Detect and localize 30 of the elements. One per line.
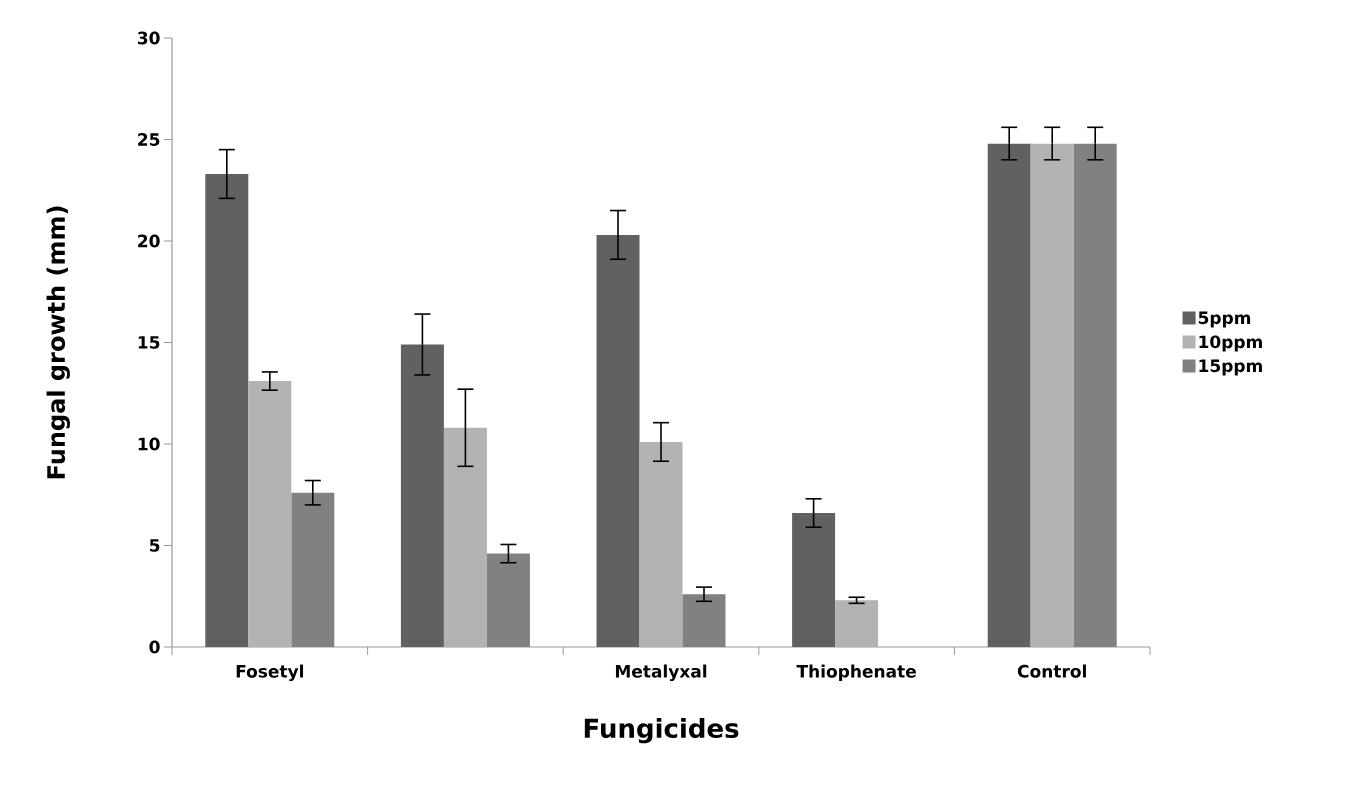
bar xyxy=(792,513,836,647)
bar xyxy=(400,344,444,647)
y-tick-label: 0 xyxy=(149,640,160,654)
x-tick-label: Thiophenate xyxy=(796,664,916,681)
x-tick-label: Control xyxy=(1017,664,1086,678)
bar xyxy=(205,174,249,647)
bar xyxy=(248,381,292,647)
y-tick-label: 25 xyxy=(138,133,160,146)
bar xyxy=(835,600,879,647)
y-axis-title: Fungal growth (mm) xyxy=(46,206,70,479)
legend-label: 10ppm xyxy=(1199,335,1262,352)
y-tick-label: 20 xyxy=(138,234,160,248)
bar xyxy=(443,427,487,647)
legend-label: 5ppm xyxy=(1198,311,1251,328)
y-tick-label: 10 xyxy=(138,437,160,451)
bar xyxy=(639,441,683,647)
y-tick-label: 30 xyxy=(137,31,160,45)
y-tick-label: 5 xyxy=(149,539,160,552)
x-axis-title: Fungicides xyxy=(584,717,739,744)
bar xyxy=(682,594,726,647)
bar xyxy=(1030,143,1074,647)
bar xyxy=(486,553,530,647)
x-tick-label: Metalyxal xyxy=(615,664,707,682)
x-tick-label: Fosetyl xyxy=(236,664,304,682)
bar xyxy=(596,234,640,647)
bar xyxy=(291,492,335,647)
bar xyxy=(987,143,1031,647)
legend-label: 15ppm xyxy=(1199,359,1262,376)
bar xyxy=(1073,143,1117,647)
y-tick-label: 15 xyxy=(138,336,160,349)
